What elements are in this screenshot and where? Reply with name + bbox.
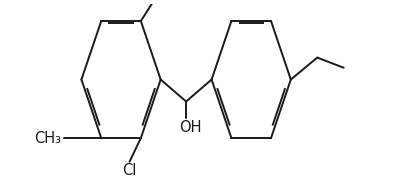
Text: Cl: Cl (122, 164, 137, 176)
Text: CH₃: CH₃ (35, 131, 62, 146)
Text: OH: OH (179, 120, 201, 135)
